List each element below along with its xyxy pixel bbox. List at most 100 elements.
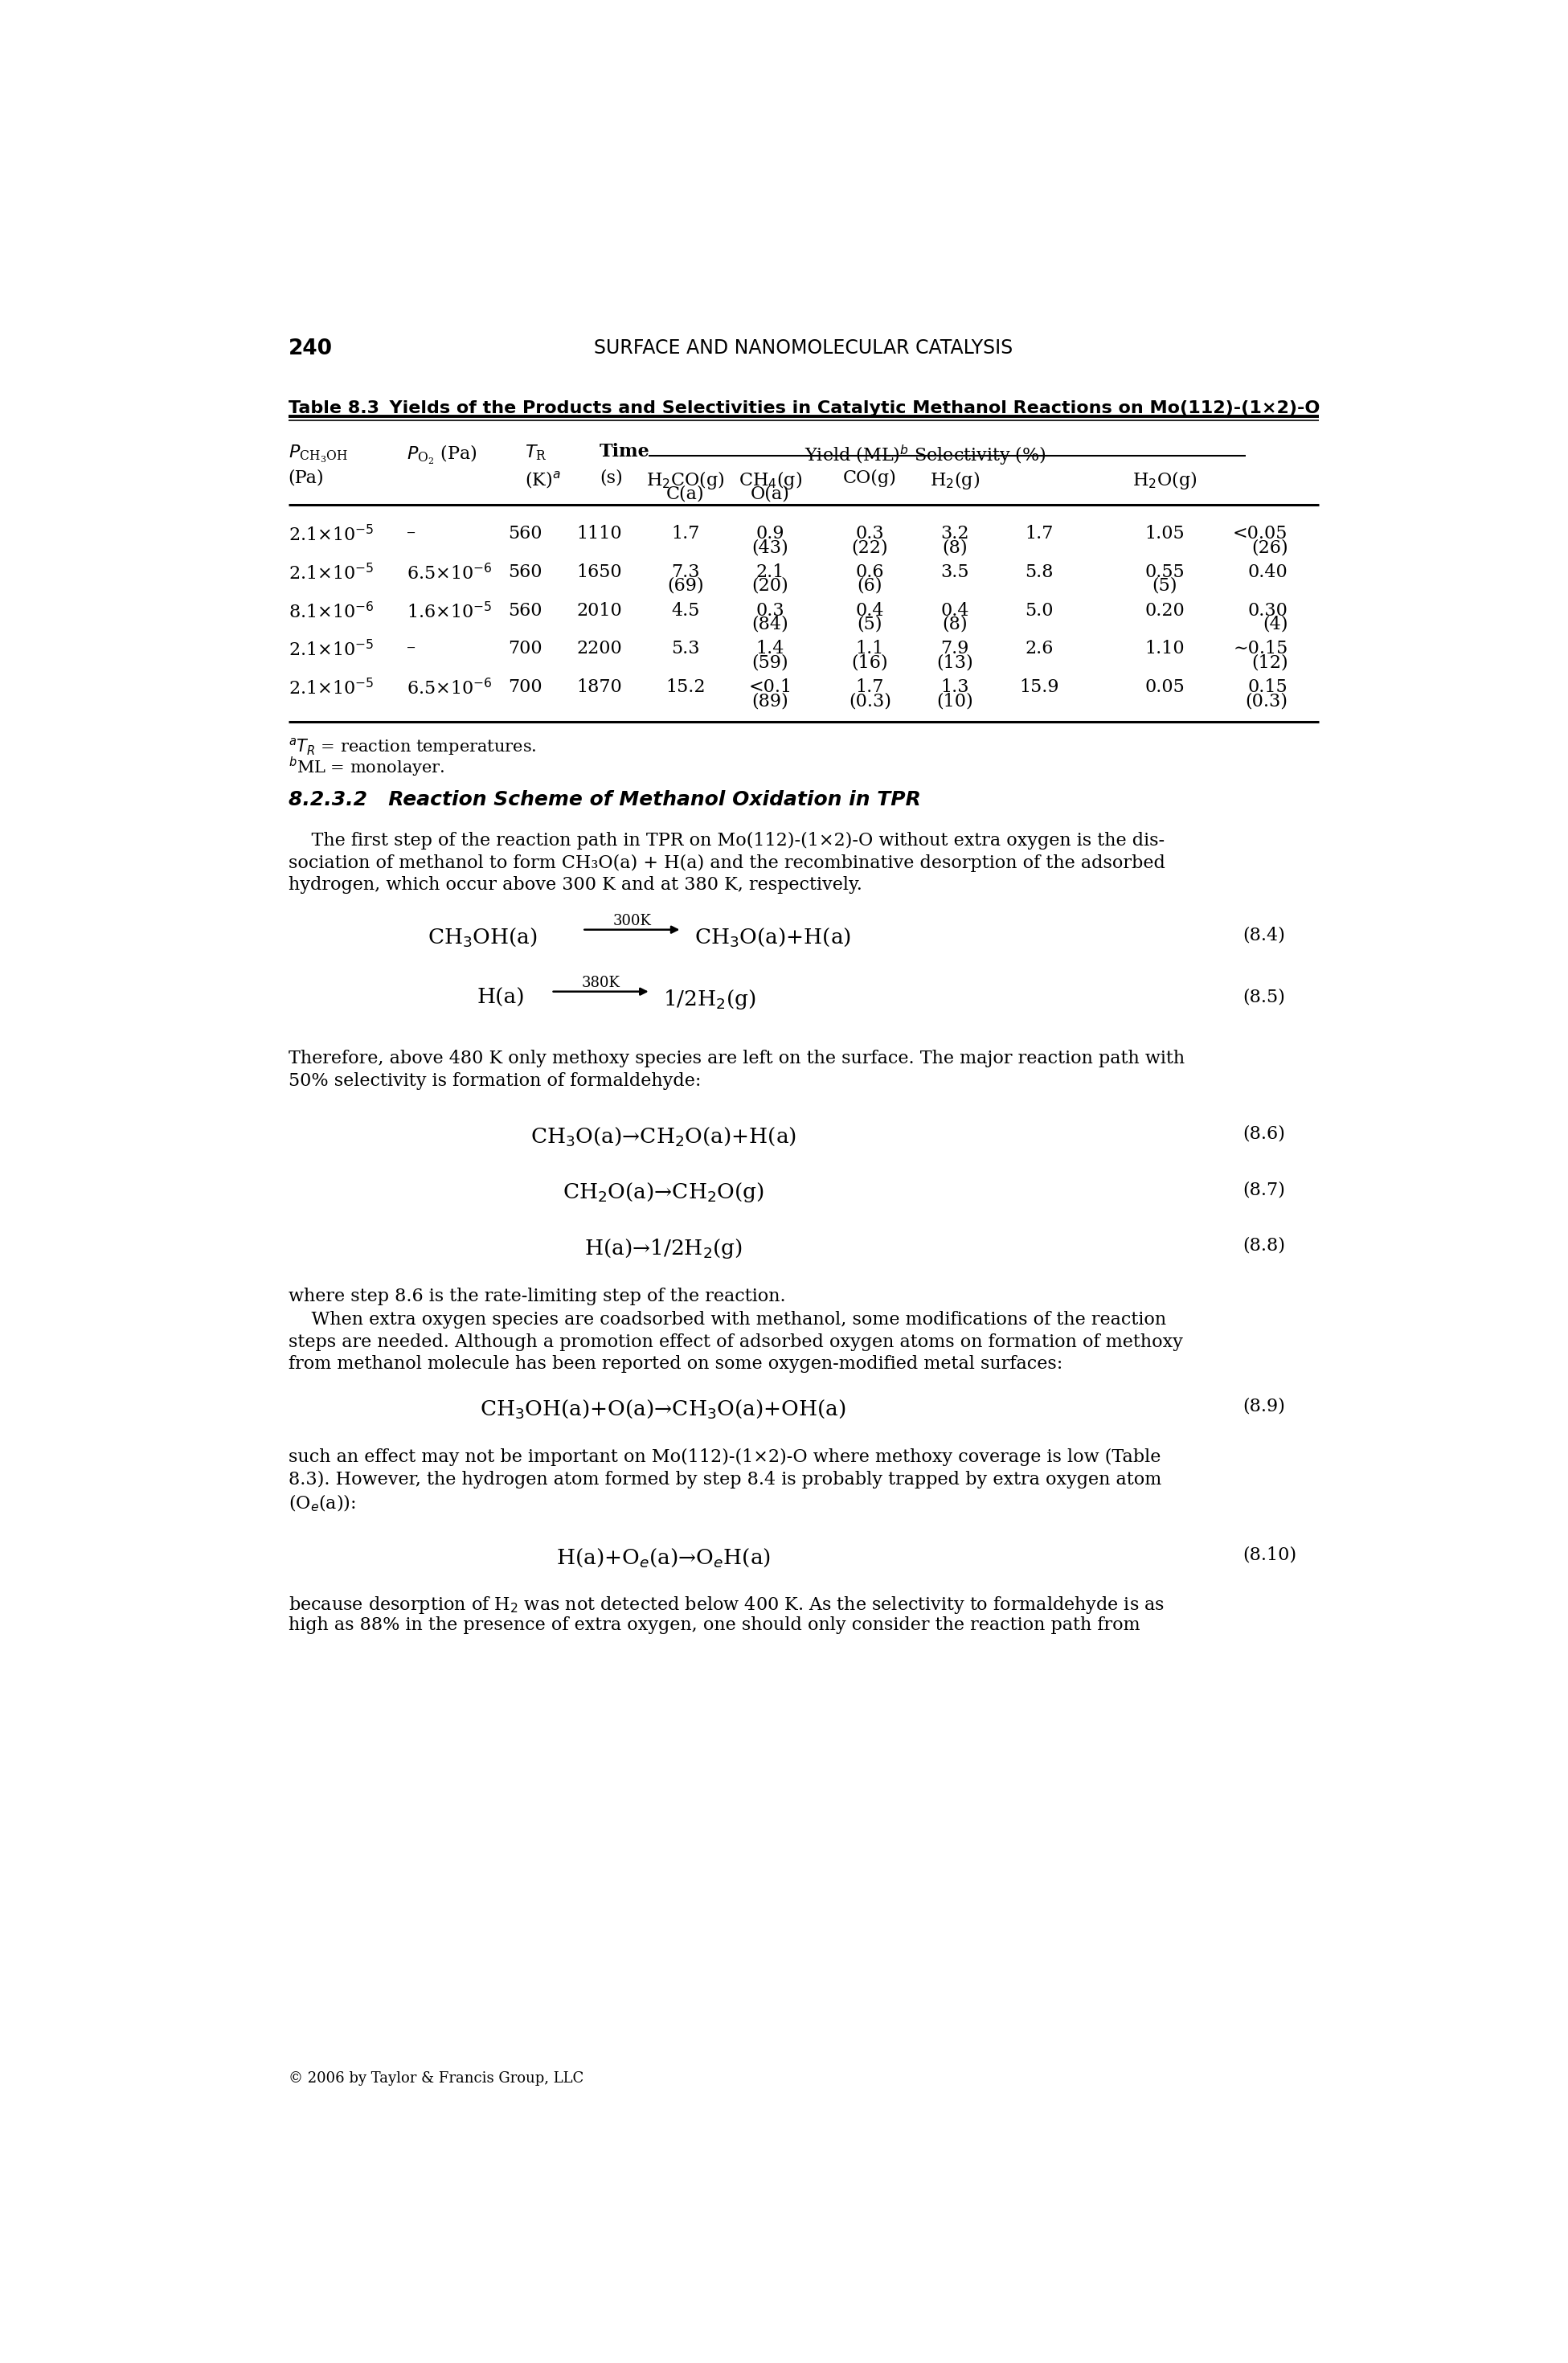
- Text: 2.1×10$^{-5}$: 2.1×10$^{-5}$: [289, 525, 373, 546]
- Text: 3.5: 3.5: [941, 562, 969, 581]
- Text: H$_2$(g): H$_2$(g): [930, 470, 980, 492]
- Text: (8.10): (8.10): [1242, 1545, 1297, 1564]
- Text: (16): (16): [851, 655, 887, 671]
- Text: 560: 560: [508, 603, 543, 619]
- Text: CH$_2$O(a)→CH$_2$O(g): CH$_2$O(a)→CH$_2$O(g): [563, 1182, 764, 1205]
- Text: (8.4): (8.4): [1242, 926, 1284, 943]
- Text: (26): (26): [1251, 539, 1287, 555]
- Text: (8.5): (8.5): [1242, 988, 1284, 1007]
- Text: 0.6: 0.6: [856, 562, 884, 581]
- Text: 1.4: 1.4: [756, 640, 784, 657]
- Text: 15.2: 15.2: [666, 678, 706, 697]
- Text: 2.1×10$^{-5}$: 2.1×10$^{-5}$: [289, 640, 373, 659]
- Text: high as 88% in the presence of extra oxygen, one should only consider the reacti: high as 88% in the presence of extra oxy…: [289, 1616, 1140, 1635]
- Text: 0.55: 0.55: [1145, 562, 1184, 581]
- Text: (20): (20): [753, 577, 789, 595]
- Text: ∼0.15: ∼0.15: [1232, 640, 1287, 657]
- Text: –: –: [406, 525, 416, 543]
- Text: steps are needed. Although a promotion effect of adsorbed oxygen atoms on format: steps are needed. Although a promotion e…: [289, 1333, 1182, 1352]
- Text: 5.0: 5.0: [1025, 603, 1054, 619]
- Text: 0.9: 0.9: [756, 525, 784, 543]
- Text: 4.5: 4.5: [671, 603, 699, 619]
- Text: –: –: [406, 640, 416, 657]
- Text: Therefore, above 480 K only methoxy species are left on the surface. The major r: Therefore, above 480 K only methoxy spec…: [289, 1049, 1184, 1068]
- Text: 1.3: 1.3: [941, 678, 969, 697]
- Text: 1110: 1110: [577, 525, 622, 543]
- Text: <0.05: <0.05: [1232, 525, 1287, 543]
- Text: Yields of the Products and Selectivities in Catalytic Methanol Reactions on Mo(1: Yields of the Products and Selectivities…: [378, 399, 1320, 416]
- Text: (12): (12): [1251, 655, 1287, 671]
- Text: 50% selectivity is formation of formaldehyde:: 50% selectivity is formation of formalde…: [289, 1073, 701, 1089]
- Text: (43): (43): [753, 539, 789, 555]
- Text: (89): (89): [753, 692, 789, 709]
- Text: (0.3): (0.3): [848, 692, 891, 709]
- Text: $^a$$T_R$ = reaction temperatures.: $^a$$T_R$ = reaction temperatures.: [289, 737, 536, 759]
- Text: (Pa): (Pa): [289, 470, 325, 487]
- Text: 1.05: 1.05: [1145, 525, 1184, 543]
- Text: H(a): H(a): [477, 988, 525, 1009]
- Text: $P_{\mathregular{O_2}}$ (Pa): $P_{\mathregular{O_2}}$ (Pa): [406, 444, 477, 466]
- Text: (s): (s): [599, 470, 622, 487]
- Text: Time: Time: [599, 444, 651, 461]
- Text: O(a): O(a): [751, 484, 790, 503]
- Text: SURFACE AND NANOMOLECULAR CATALYSIS: SURFACE AND NANOMOLECULAR CATALYSIS: [594, 338, 1013, 357]
- Text: 2.1×10$^{-5}$: 2.1×10$^{-5}$: [289, 562, 373, 584]
- Text: (10): (10): [936, 692, 974, 709]
- Text: 0.15: 0.15: [1248, 678, 1287, 697]
- Text: 1.7: 1.7: [856, 678, 884, 697]
- Text: because desorption of H$_2$ was not detected below 400 K. As the selectivity to : because desorption of H$_2$ was not dete…: [289, 1595, 1165, 1616]
- Text: (13): (13): [936, 655, 974, 671]
- Text: 2.6: 2.6: [1025, 640, 1054, 657]
- Text: (0.3): (0.3): [1245, 692, 1287, 709]
- Text: sociation of methanol to form CH₃O(a) + H(a) and the recombinative desorption of: sociation of methanol to form CH₃O(a) + …: [289, 853, 1165, 872]
- Text: H$_2$O(g): H$_2$O(g): [1132, 470, 1196, 492]
- Text: 0.40: 0.40: [1248, 562, 1287, 581]
- Text: 7.3: 7.3: [671, 562, 699, 581]
- Text: 700: 700: [508, 640, 543, 657]
- Text: such an effect may not be important on Mo(112)-(1×2)-O where methoxy coverage is: such an effect may not be important on M…: [289, 1449, 1160, 1465]
- Text: CH$_3$OH(a)+O(a)→CH$_3$O(a)+OH(a): CH$_3$OH(a)+O(a)→CH$_3$O(a)+OH(a): [480, 1397, 847, 1420]
- Text: (5): (5): [858, 614, 883, 633]
- Text: 300K: 300K: [613, 914, 651, 929]
- Text: 2.1: 2.1: [756, 562, 784, 581]
- Text: (8.9): (8.9): [1242, 1397, 1284, 1415]
- Text: $P_{\mathregular{CH_3OH}}$: $P_{\mathregular{CH_3OH}}$: [289, 444, 348, 463]
- Text: H(a)→1/2H$_2$(g): H(a)→1/2H$_2$(g): [583, 1236, 742, 1259]
- Text: Table 8.3: Table 8.3: [289, 399, 379, 416]
- Text: $^b$ML = monolayer.: $^b$ML = monolayer.: [289, 756, 444, 780]
- Text: 0.30: 0.30: [1248, 603, 1287, 619]
- Text: (69): (69): [668, 577, 704, 595]
- Text: 8.2.3.2   Reaction Scheme of Methanol Oxidation in TPR: 8.2.3.2 Reaction Scheme of Methanol Oxid…: [289, 789, 920, 808]
- Text: 560: 560: [508, 562, 543, 581]
- Text: (59): (59): [753, 655, 789, 671]
- Text: (8): (8): [942, 539, 967, 555]
- Text: 8.1×10$^{-6}$: 8.1×10$^{-6}$: [289, 603, 373, 621]
- Text: (8.8): (8.8): [1242, 1236, 1286, 1255]
- Text: 1.1: 1.1: [856, 640, 884, 657]
- Text: 1.7: 1.7: [671, 525, 699, 543]
- Text: 3.2: 3.2: [941, 525, 969, 543]
- Text: When extra oxygen species are coadsorbed with methanol, some modifications of th: When extra oxygen species are coadsorbed…: [289, 1311, 1167, 1328]
- Text: (O$_e$(a)):: (O$_e$(a)):: [289, 1493, 356, 1512]
- Text: 0.05: 0.05: [1145, 678, 1184, 697]
- Text: The first step of the reaction path in TPR on Mo(112)-(1×2)-O without extra oxyg: The first step of the reaction path in T…: [289, 832, 1165, 851]
- Text: CH$_3$O(a)→CH$_2$O(a)+H(a): CH$_3$O(a)→CH$_2$O(a)+H(a): [530, 1125, 797, 1148]
- Text: 0.20: 0.20: [1145, 603, 1184, 619]
- Text: 1.7: 1.7: [1025, 525, 1054, 543]
- Text: hydrogen, which occur above 300 K and at 380 K, respectively.: hydrogen, which occur above 300 K and at…: [289, 877, 862, 893]
- Text: CH$_3$OH(a): CH$_3$OH(a): [428, 926, 538, 948]
- Text: (22): (22): [851, 539, 887, 555]
- Text: 5.8: 5.8: [1025, 562, 1054, 581]
- Text: 380K: 380K: [582, 976, 619, 990]
- Text: 1.10: 1.10: [1145, 640, 1184, 657]
- Text: from methanol molecule has been reported on some oxygen-modified metal surfaces:: from methanol molecule has been reported…: [289, 1356, 1063, 1373]
- Text: 1650: 1650: [577, 562, 622, 581]
- Text: (4): (4): [1262, 614, 1287, 633]
- Text: 7.9: 7.9: [941, 640, 969, 657]
- Text: © 2006 by Taylor & Francis Group, LLC: © 2006 by Taylor & Francis Group, LLC: [289, 2070, 583, 2087]
- Text: 2010: 2010: [577, 603, 622, 619]
- Text: 2200: 2200: [577, 640, 622, 657]
- Text: CO(g): CO(g): [844, 470, 897, 487]
- Text: 560: 560: [508, 525, 543, 543]
- Text: 0.3: 0.3: [756, 603, 784, 619]
